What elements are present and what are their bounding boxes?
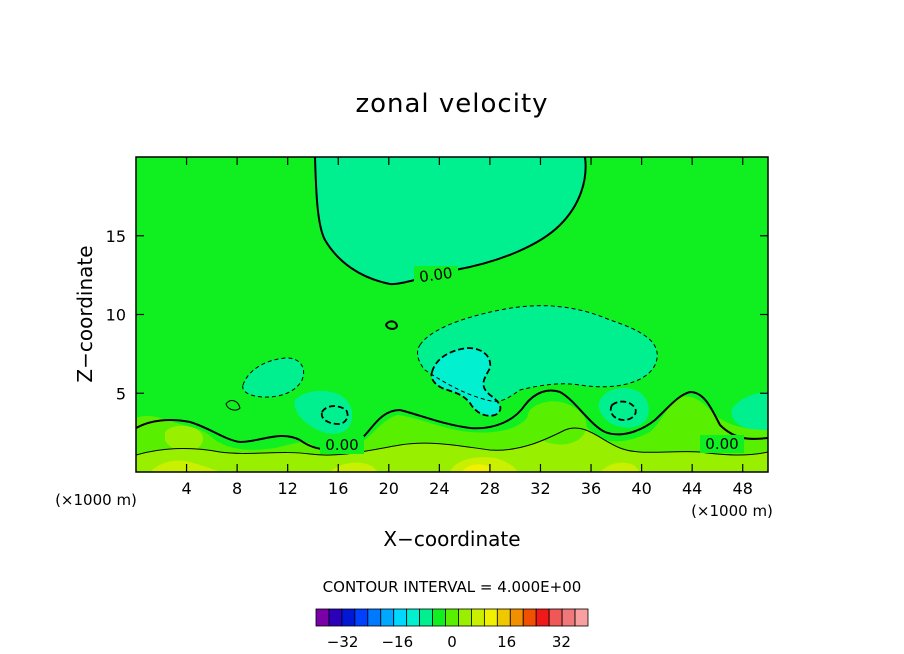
negative-region-small (294, 390, 353, 434)
x-tick-label: 16 (328, 479, 348, 498)
colorbar-swatch (535, 608, 550, 627)
x-tick-label: 24 (429, 479, 449, 498)
colorbar-swatch (574, 608, 589, 627)
negative-region-left (242, 357, 304, 398)
x-tick-label: 32 (530, 479, 550, 498)
positive-max-patch (462, 464, 492, 472)
colorbar-swatch (406, 608, 421, 627)
contour-label-left: 0.00 (325, 436, 358, 454)
colorbar-swatch (315, 608, 330, 627)
y-tick-label: 10 (106, 306, 126, 325)
contour-label-right: 0.00 (705, 435, 738, 453)
x-tick-label: 20 (379, 479, 399, 498)
colorbar-ticks: −32 −16 0 16 32 (327, 633, 571, 651)
colorbar-swatch (380, 608, 395, 627)
colorbar-swatch (354, 608, 369, 627)
colorbar-swatch (367, 608, 382, 627)
contour-interval-label: CONTOUR INTERVAL = 4.000E+00 (323, 578, 582, 596)
x-tick-label: 36 (581, 479, 601, 498)
chart-title: zonal velocity (355, 89, 548, 119)
positive-band-inner (136, 427, 768, 472)
positive-patch-left (165, 425, 203, 452)
colorbar-tick-label: −32 (327, 633, 359, 651)
x-tick-label: 4 (181, 479, 191, 498)
colorbar-tick-label: 32 (552, 633, 571, 651)
colorbar-swatch (458, 608, 472, 627)
plot-area: 0.00 0.00 0.00 4 8 12 16 20 24 28 32 36 40 44 48 51… (106, 156, 769, 498)
negative-region-upper (315, 157, 586, 285)
contour-lines (136, 157, 768, 456)
neg-contour-core (430, 347, 502, 417)
x-tick-label: 48 (733, 479, 753, 498)
positive-band-core (150, 457, 640, 472)
y-axis-label: Z−coordinate (73, 245, 97, 382)
neg-contour-right (609, 400, 637, 421)
colorbar-swatch (509, 608, 524, 627)
x-tick-label: 44 (682, 479, 702, 498)
x-unit-right: (×1000 m) (691, 502, 773, 520)
colorbar-swatch (328, 608, 343, 627)
y-tick-label: 5 (116, 384, 126, 403)
neg-contour-left (242, 357, 305, 398)
x-tick-label: 28 (480, 479, 500, 498)
negative-region-edge (731, 392, 768, 431)
x-tick-label: 8 (232, 479, 242, 498)
colorbar-tick-label: 0 (447, 633, 457, 651)
colorbar-swatch (522, 608, 537, 627)
colorbar-swatch (496, 608, 511, 627)
neg-contour-small (320, 405, 349, 425)
positive-patch-mid (527, 401, 587, 445)
zero-contour-surface (136, 389, 768, 451)
contour-label-upper: 0.00 (418, 264, 454, 286)
colorbar-tick-label: −16 (381, 633, 413, 651)
colorbar-swatch (548, 608, 563, 627)
zero-contour-small-left (225, 400, 241, 411)
zero-contour-upper (314, 157, 587, 286)
x-axis-label: X−coordinate (383, 527, 520, 551)
colorbar-swatch (483, 608, 498, 627)
colorbar-swatch (341, 608, 356, 627)
colorbar-swatch (445, 608, 459, 627)
contour-fills (136, 157, 768, 472)
x-tick-label: 40 (631, 479, 651, 498)
x-unit-left: (×1000 m) (55, 491, 137, 509)
colorbar-swatch (393, 608, 408, 627)
neg-contour-mid (417, 305, 658, 402)
colorbar-tick-label: 16 (497, 633, 516, 651)
y-axis-ticks: 5 10 15 (106, 227, 768, 403)
colorbar (315, 608, 589, 627)
pos-contour-band (136, 427, 768, 456)
y-tick-label: 15 (106, 227, 126, 246)
zero-contour-small-loop (384, 320, 399, 330)
colorbar-swatch (419, 608, 433, 627)
x-axis-ticks: 4 8 12 16 20 24 28 32 36 40 44 48 (181, 157, 753, 498)
contour-labels: 0.00 0.00 0.00 (320, 264, 744, 454)
colorbar-swatch (471, 608, 485, 627)
negative-region-right (598, 388, 649, 428)
colorbar-swatch (432, 608, 446, 627)
colorbar-swatch (561, 608, 576, 627)
x-tick-label: 12 (278, 479, 298, 498)
